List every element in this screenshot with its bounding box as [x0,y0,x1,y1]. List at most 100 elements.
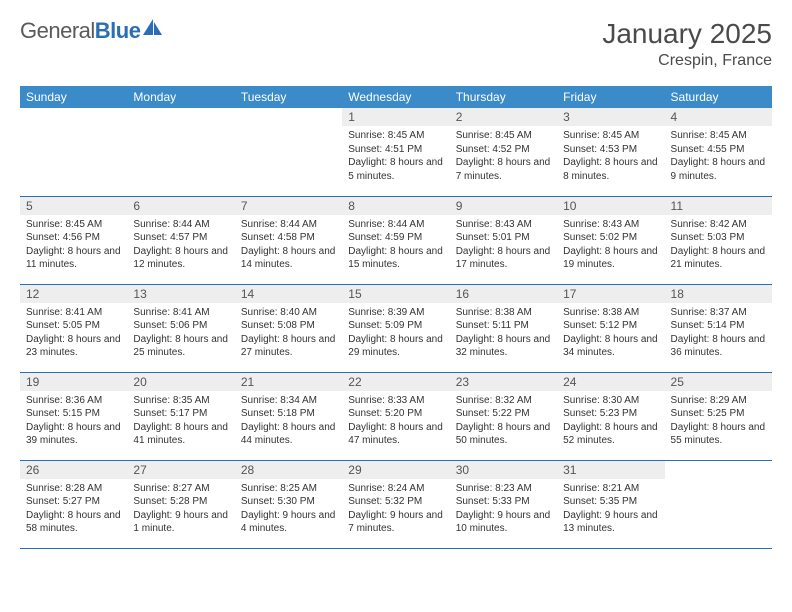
calendar-cell: 15Sunrise: 8:39 AMSunset: 5:09 PMDayligh… [342,284,449,372]
day-details: Sunrise: 8:36 AMSunset: 5:15 PMDaylight:… [20,391,127,452]
day-number: 18 [665,285,772,303]
sunrise-line: Sunrise: 8:23 AM [456,482,551,496]
day-details: Sunrise: 8:23 AMSunset: 5:33 PMDaylight:… [450,479,557,540]
daylight-line: Daylight: 8 hours and 32 minutes. [456,333,551,360]
sunrise-line: Sunrise: 8:29 AM [671,394,766,408]
sunrise-line: Sunrise: 8:43 AM [563,218,658,232]
sunset-line: Sunset: 5:12 PM [563,319,658,333]
day-details: Sunrise: 8:44 AMSunset: 4:57 PMDaylight:… [127,215,234,276]
sunset-line: Sunset: 5:23 PM [563,407,658,421]
sunrise-line: Sunrise: 8:39 AM [348,306,443,320]
calendar-row: 26Sunrise: 8:28 AMSunset: 5:27 PMDayligh… [20,460,772,548]
sunrise-line: Sunrise: 8:45 AM [26,218,121,232]
weekday-header: Saturday [665,86,772,108]
calendar-row: 12Sunrise: 8:41 AMSunset: 5:05 PMDayligh… [20,284,772,372]
day-number: 31 [557,461,664,479]
sunset-line: Sunset: 5:20 PM [348,407,443,421]
sunrise-line: Sunrise: 8:37 AM [671,306,766,320]
sunset-line: Sunset: 5:27 PM [26,495,121,509]
location: Crespin, France [602,52,772,70]
calendar-cell: . [127,108,234,196]
daylight-line: Daylight: 8 hours and 29 minutes. [348,333,443,360]
daylight-line: Daylight: 9 hours and 13 minutes. [563,509,658,536]
daylight-line: Daylight: 8 hours and 27 minutes. [241,333,336,360]
day-details: Sunrise: 8:27 AMSunset: 5:28 PMDaylight:… [127,479,234,540]
logo-text: GeneralBlue [20,18,140,44]
sunset-line: Sunset: 4:59 PM [348,231,443,245]
calendar-cell: 4Sunrise: 8:45 AMSunset: 4:55 PMDaylight… [665,108,772,196]
weekday-header: Tuesday [235,86,342,108]
calendar-cell: 20Sunrise: 8:35 AMSunset: 5:17 PMDayligh… [127,372,234,460]
daylight-line: Daylight: 8 hours and 7 minutes. [456,156,551,183]
calendar-table: SundayMondayTuesdayWednesdayThursdayFrid… [20,86,772,549]
day-number: 3 [557,108,664,126]
sunset-line: Sunset: 4:55 PM [671,143,766,157]
day-details: Sunrise: 8:43 AMSunset: 5:01 PMDaylight:… [450,215,557,276]
sunset-line: Sunset: 5:32 PM [348,495,443,509]
calendar-cell: . [235,108,342,196]
day-details: Sunrise: 8:32 AMSunset: 5:22 PMDaylight:… [450,391,557,452]
calendar-body: ...1Sunrise: 8:45 AMSunset: 4:51 PMDayli… [20,108,772,548]
day-number: 1 [342,108,449,126]
calendar-cell: 10Sunrise: 8:43 AMSunset: 5:02 PMDayligh… [557,196,664,284]
day-number: 21 [235,373,342,391]
day-details: Sunrise: 8:33 AMSunset: 5:20 PMDaylight:… [342,391,449,452]
day-details: Sunrise: 8:29 AMSunset: 5:25 PMDaylight:… [665,391,772,452]
calendar-cell: . [665,460,772,548]
sunrise-line: Sunrise: 8:25 AM [241,482,336,496]
daylight-line: Daylight: 8 hours and 21 minutes. [671,245,766,272]
day-number: 27 [127,461,234,479]
calendar-cell: 1Sunrise: 8:45 AMSunset: 4:51 PMDaylight… [342,108,449,196]
sunset-line: Sunset: 5:09 PM [348,319,443,333]
day-details: Sunrise: 8:25 AMSunset: 5:30 PMDaylight:… [235,479,342,540]
day-details: Sunrise: 8:30 AMSunset: 5:23 PMDaylight:… [557,391,664,452]
logo-word-blue: Blue [95,18,141,43]
day-details: Sunrise: 8:24 AMSunset: 5:32 PMDaylight:… [342,479,449,540]
weekday-header: Thursday [450,86,557,108]
daylight-line: Daylight: 8 hours and 50 minutes. [456,421,551,448]
sunrise-line: Sunrise: 8:21 AM [563,482,658,496]
sunset-line: Sunset: 5:03 PM [671,231,766,245]
calendar-cell: 7Sunrise: 8:44 AMSunset: 4:58 PMDaylight… [235,196,342,284]
day-number: 12 [20,285,127,303]
calendar-cell: 8Sunrise: 8:44 AMSunset: 4:59 PMDaylight… [342,196,449,284]
day-details: Sunrise: 8:38 AMSunset: 5:11 PMDaylight:… [450,303,557,364]
sunrise-line: Sunrise: 8:35 AM [133,394,228,408]
calendar-cell: 3Sunrise: 8:45 AMSunset: 4:53 PMDaylight… [557,108,664,196]
sunrise-line: Sunrise: 8:28 AM [26,482,121,496]
daylight-line: Daylight: 9 hours and 7 minutes. [348,509,443,536]
sunrise-line: Sunrise: 8:32 AM [456,394,551,408]
daylight-line: Daylight: 8 hours and 8 minutes. [563,156,658,183]
day-number: 6 [127,197,234,215]
daylight-line: Daylight: 8 hours and 44 minutes. [241,421,336,448]
day-details: Sunrise: 8:45 AMSunset: 4:53 PMDaylight:… [557,126,664,187]
calendar-cell: 29Sunrise: 8:24 AMSunset: 5:32 PMDayligh… [342,460,449,548]
calendar-cell: 18Sunrise: 8:37 AMSunset: 5:14 PMDayligh… [665,284,772,372]
sunrise-line: Sunrise: 8:44 AM [241,218,336,232]
calendar-cell: 25Sunrise: 8:29 AMSunset: 5:25 PMDayligh… [665,372,772,460]
daylight-line: Daylight: 8 hours and 41 minutes. [133,421,228,448]
header: GeneralBlue January 2025 Crespin, France [20,18,772,70]
day-number: 4 [665,108,772,126]
sunset-line: Sunset: 5:11 PM [456,319,551,333]
sunset-line: Sunset: 5:28 PM [133,495,228,509]
day-number: 8 [342,197,449,215]
day-details: Sunrise: 8:21 AMSunset: 5:35 PMDaylight:… [557,479,664,540]
day-number: 10 [557,197,664,215]
weekday-header: Wednesday [342,86,449,108]
day-details: Sunrise: 8:45 AMSunset: 4:56 PMDaylight:… [20,215,127,276]
day-number: 24 [557,373,664,391]
day-details: Sunrise: 8:41 AMSunset: 5:05 PMDaylight:… [20,303,127,364]
day-details: Sunrise: 8:41 AMSunset: 5:06 PMDaylight:… [127,303,234,364]
calendar-cell: 16Sunrise: 8:38 AMSunset: 5:11 PMDayligh… [450,284,557,372]
daylight-line: Daylight: 8 hours and 11 minutes. [26,245,121,272]
daylight-line: Daylight: 8 hours and 9 minutes. [671,156,766,183]
sunrise-line: Sunrise: 8:41 AM [133,306,228,320]
day-number: 11 [665,197,772,215]
sunrise-line: Sunrise: 8:45 AM [456,129,551,143]
sunrise-line: Sunrise: 8:30 AM [563,394,658,408]
day-number: 2 [450,108,557,126]
day-details: Sunrise: 8:39 AMSunset: 5:09 PMDaylight:… [342,303,449,364]
daylight-line: Daylight: 8 hours and 34 minutes. [563,333,658,360]
sunset-line: Sunset: 5:08 PM [241,319,336,333]
